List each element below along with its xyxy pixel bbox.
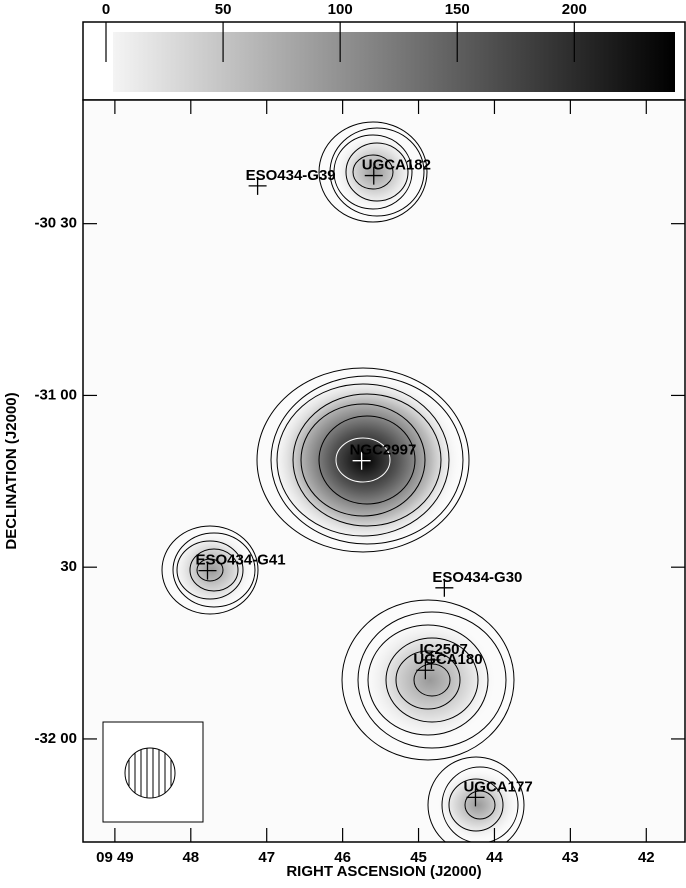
x-tick-label: 43	[562, 849, 579, 866]
source-label: ESO434-G39	[246, 167, 336, 184]
source-label: UGCA177	[463, 778, 532, 795]
colorbar-tick-label: 50	[215, 1, 232, 18]
colorbar-tick-label: 200	[562, 1, 587, 18]
contour	[300, 403, 426, 517]
source-label: ESO434-G41	[195, 552, 285, 569]
contour	[345, 142, 409, 202]
contour	[385, 637, 479, 723]
emission-image	[365, 620, 495, 740]
contour	[176, 540, 244, 600]
y-tick-label: -32 00	[34, 730, 77, 747]
beam	[124, 747, 176, 799]
contour	[333, 134, 413, 210]
source-label: ESO434-G30	[432, 569, 522, 586]
contour	[341, 599, 515, 761]
emission-image	[270, 375, 460, 545]
contour	[329, 127, 425, 217]
contour	[427, 756, 525, 842]
colorbar-tick-label: 0	[102, 1, 110, 18]
contour	[270, 375, 464, 545]
source-label: NGC2997	[350, 442, 417, 459]
colorbar-tick-label: 150	[445, 1, 470, 18]
x-tick-label: 46	[334, 849, 351, 866]
x-tick-label: 42	[638, 849, 655, 866]
x-tick-label: 45	[410, 849, 427, 866]
source-marker	[416, 661, 435, 680]
source-marker	[422, 650, 441, 669]
x-tick-label: 47	[258, 849, 275, 866]
contour	[318, 415, 416, 505]
source-marker	[435, 578, 454, 597]
x-tick-label: 48	[182, 849, 199, 866]
contour	[189, 548, 239, 592]
y-tick-label: -31 00	[34, 386, 77, 403]
source-label: UGCA182	[362, 157, 431, 174]
contour	[256, 367, 470, 553]
source-label: UGCA180	[413, 651, 482, 668]
contour	[367, 624, 489, 736]
y-tick-label: 30	[60, 558, 77, 575]
contour	[441, 766, 519, 842]
contour	[172, 532, 256, 608]
contour	[161, 525, 259, 615]
contour	[352, 154, 394, 190]
contour	[357, 611, 507, 749]
source-marker	[352, 451, 371, 470]
contour	[464, 790, 496, 820]
axes	[83, 22, 685, 842]
colorbar-tick-label: 100	[328, 1, 353, 18]
contour	[448, 778, 504, 832]
colorbar	[113, 32, 675, 92]
source-marker	[198, 561, 217, 580]
contour	[335, 437, 391, 483]
source-marker	[466, 788, 485, 807]
emission-image	[335, 134, 415, 210]
x-axis-label: RIGHT ASCENSION (J2000)	[286, 863, 481, 880]
contour	[292, 393, 442, 527]
emission-image	[438, 770, 518, 840]
source-marker	[364, 166, 383, 185]
y-tick-label: -30 30	[34, 215, 77, 232]
emission	[161, 121, 525, 842]
contour	[395, 650, 461, 710]
contour	[276, 383, 450, 537]
source-marker	[248, 176, 267, 195]
contour	[196, 558, 224, 582]
source-label: IC2507	[419, 641, 467, 658]
y-axis-label: DECLINATION (J2000)	[3, 392, 20, 549]
contour	[318, 121, 428, 223]
x-tick-label: 44	[486, 849, 503, 866]
x-tick-label: 09 49	[96, 849, 134, 866]
